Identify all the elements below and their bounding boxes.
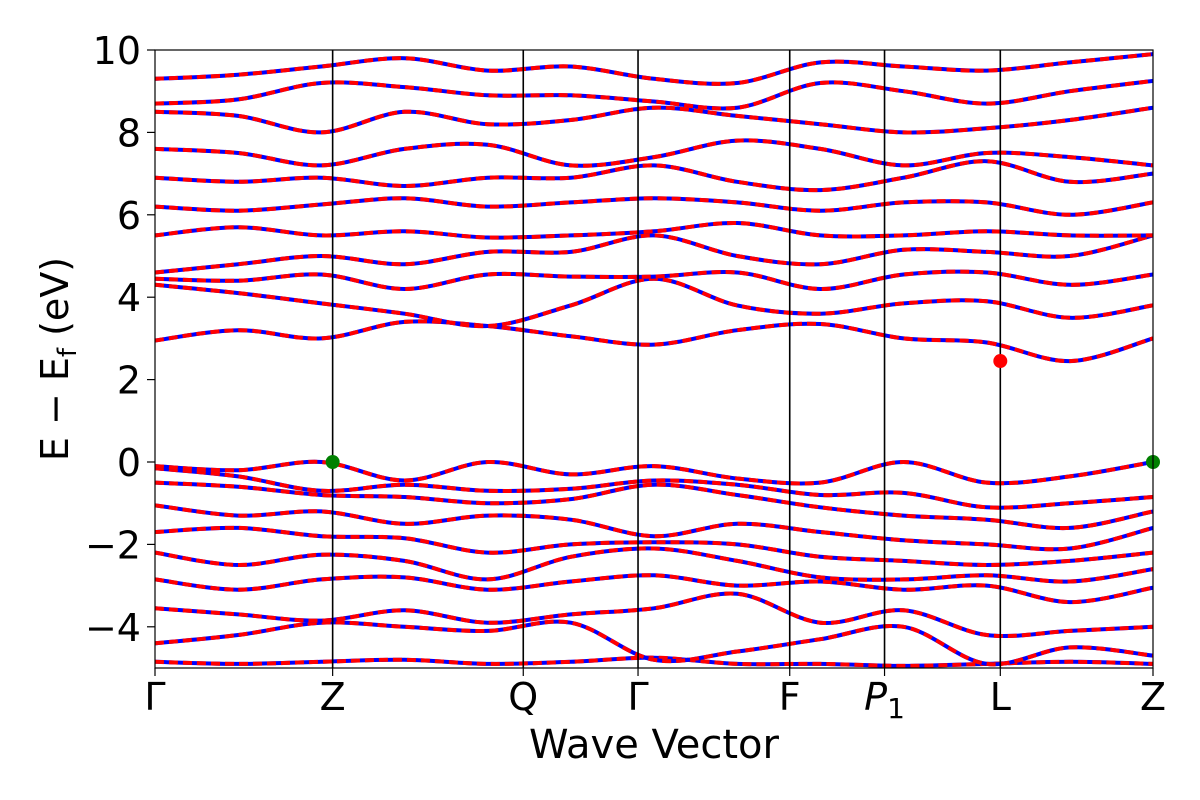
y-tick-label-0: −4 — [85, 606, 141, 650]
band-line-16 — [155, 159, 1153, 193]
y-tick-label-5: 6 — [117, 194, 141, 238]
band-line-overlay-4 — [155, 546, 1153, 584]
band-line-5 — [155, 525, 1153, 568]
y-tick-label-1: −2 — [85, 523, 141, 567]
x-tick-label-2: Q — [508, 675, 538, 719]
band-line-10 — [155, 319, 1153, 364]
band-line-overlay-1 — [155, 619, 1153, 667]
y-axis-label-sub: f — [53, 347, 83, 357]
band-line-overlay-11 — [155, 276, 1153, 329]
y-axis-label-main: E − E — [33, 357, 77, 461]
band-line-overlay-14 — [155, 220, 1153, 240]
band-line-overlay-18 — [155, 105, 1153, 135]
band-line-overlay-2 — [155, 591, 1153, 639]
x-tick-label-1: Z — [320, 675, 346, 719]
x-tick-label-0: Γ — [144, 675, 165, 719]
y-tick-label-7: 10 — [93, 29, 141, 73]
band-line-overlay-17 — [155, 138, 1153, 168]
band-line-overlay-8 — [155, 466, 1153, 510]
vbm-marker-0 — [325, 455, 340, 469]
band-line-20 — [155, 52, 1153, 86]
y-axis-ticks: −4 −2 0 2 4 6 8 10 — [85, 29, 155, 650]
y-tick-label-6: 8 — [117, 111, 141, 155]
x-axis-label: Wave Vector — [529, 722, 780, 768]
y-tick-label-3: 2 — [117, 359, 141, 403]
band-line-2 — [155, 591, 1153, 639]
x-tick-label-4: F — [779, 675, 801, 719]
x-axis-ticks: Γ Z Q Γ F P1 L Z — [144, 668, 1166, 725]
x-tick-label-5: P1 — [864, 675, 905, 725]
band-line-7 — [155, 480, 1153, 531]
band-line-11 — [155, 276, 1153, 329]
y-axis-label-unit: (eV) — [33, 257, 77, 348]
band-line-overlay-19 — [155, 78, 1153, 111]
band-line-overlay-13 — [155, 233, 1153, 275]
band-edge-markers — [325, 354, 1160, 469]
x-tick-label-6: L — [990, 675, 1011, 719]
x-tick-label-3: Γ — [627, 675, 648, 719]
band-line-6 — [155, 503, 1153, 552]
x-tick-label-7: Z — [1140, 675, 1166, 719]
y-tick-label-2: 0 — [117, 441, 141, 485]
y-axis-label: E − Ef (eV) — [33, 257, 83, 461]
band-line-overlay-9 — [155, 459, 1153, 486]
band-line-15 — [155, 196, 1153, 217]
plot-frame — [154, 49, 1154, 669]
band-line-12 — [155, 269, 1153, 292]
band-line-3 — [155, 573, 1153, 605]
y-tick-label-4: 4 — [117, 276, 141, 320]
band-line-overlay-15 — [155, 196, 1153, 217]
band-line-8 — [155, 466, 1153, 510]
bands-layer — [155, 52, 1153, 668]
cbm-marker-2 — [993, 354, 1008, 369]
